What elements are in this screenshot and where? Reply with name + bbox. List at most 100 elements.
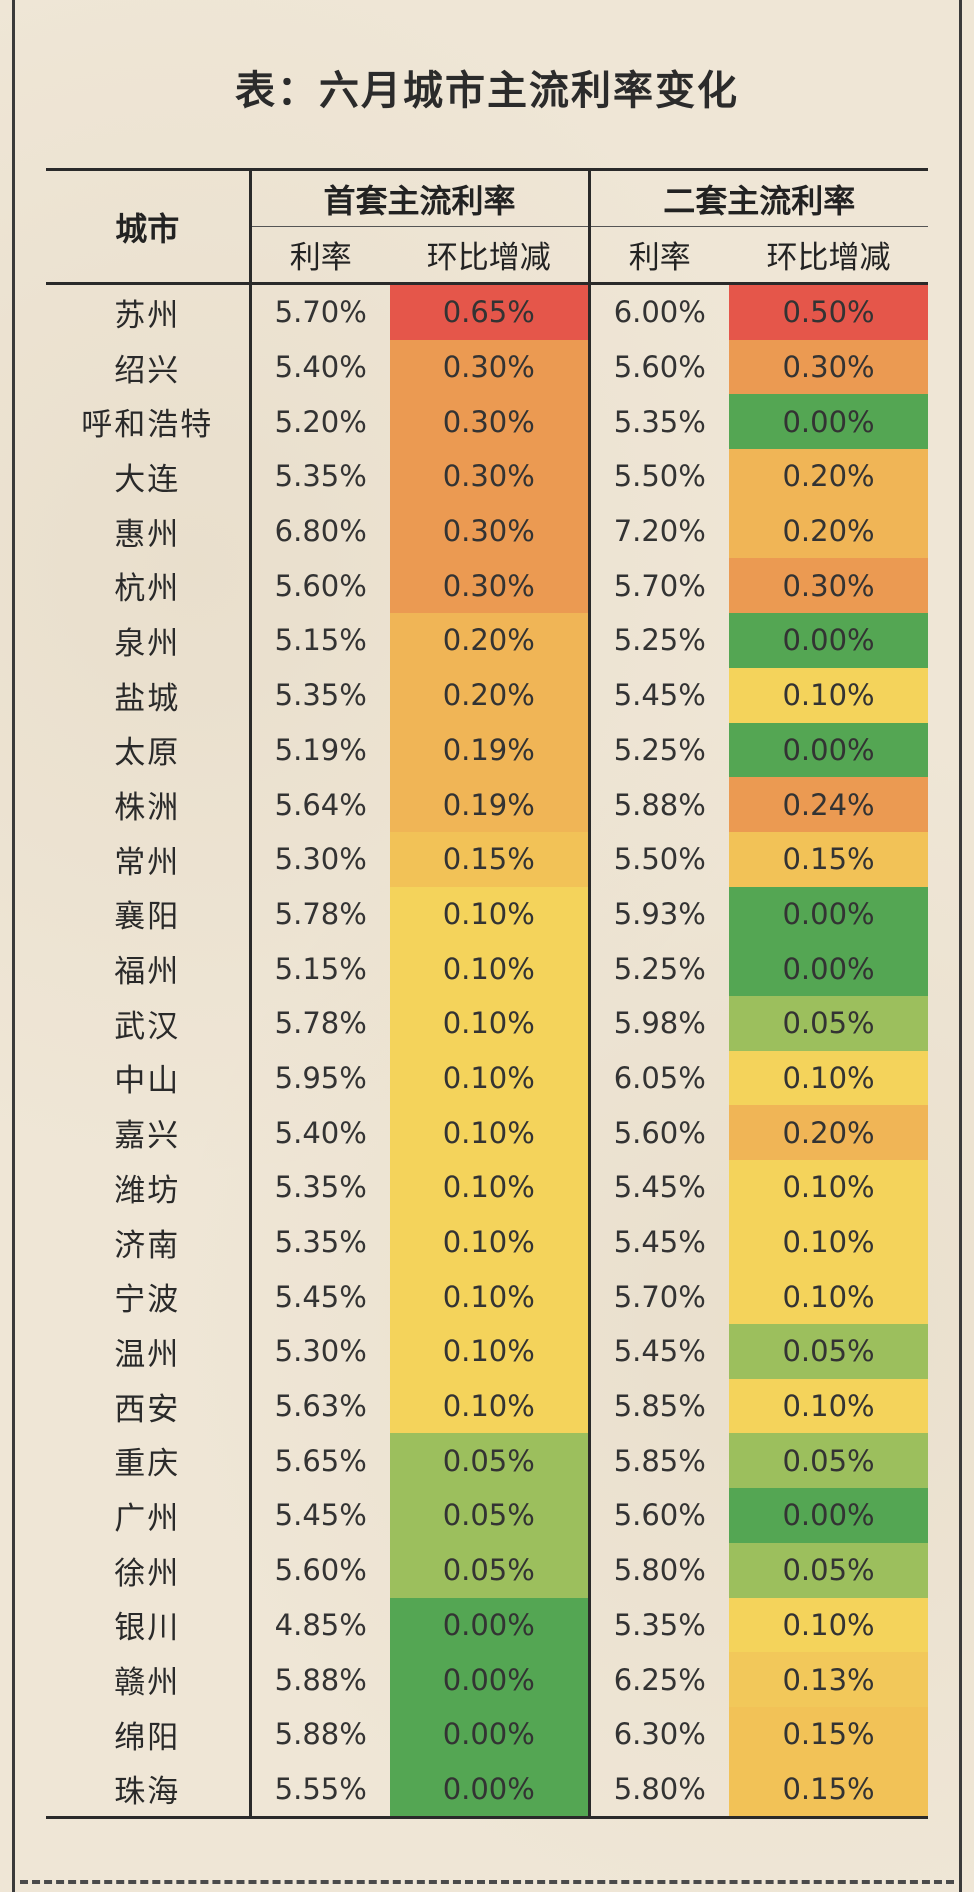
city-column-header: 城市 bbox=[46, 168, 252, 285]
city-cell: 银川 bbox=[46, 1597, 252, 1653]
rate-table-container: 城市 首套主流利率 二套主流利率 利率 环比增减 利率 环比增减 苏州 5.70%… bbox=[46, 168, 929, 1820]
first-home-group-header: 首套主流利率 bbox=[250, 168, 591, 227]
first-rate-cell: 5.60% bbox=[274, 568, 367, 603]
first-change-cell: 0.10% bbox=[390, 1324, 591, 1379]
city-cell: 福州 bbox=[46, 941, 252, 996]
first-rate-cell: 5.63% bbox=[274, 1389, 367, 1424]
second-change-cell: 0.13% bbox=[729, 1652, 929, 1707]
second-rate-cell: 5.93% bbox=[613, 896, 706, 931]
first-change-cell: 0.30% bbox=[390, 558, 591, 614]
first-rate-cell: 5.60% bbox=[274, 1553, 367, 1588]
second-rate-cell: 5.80% bbox=[613, 1553, 706, 1588]
first-rate-cell: 5.15% bbox=[274, 951, 367, 986]
second-change-cell: 0.00% bbox=[729, 394, 929, 450]
table-row: 大连 5.35% 0.30% 5.50% 0.20% bbox=[46, 449, 929, 504]
table-row: 嘉兴 5.40% 0.10% 5.60% 0.20% bbox=[46, 1105, 929, 1160]
table-row: 株洲 5.64% 0.19% 5.88% 0.24% bbox=[46, 777, 929, 832]
second-rate-cell: 5.45% bbox=[613, 1170, 706, 1205]
second-home-group-header: 二套主流利率 bbox=[589, 168, 929, 227]
first-change-cell: 0.05% bbox=[390, 1433, 591, 1489]
city-cell: 惠州 bbox=[46, 503, 252, 559]
first-change-cell: 0.15% bbox=[390, 831, 591, 887]
second-rate-cell: 6.25% bbox=[613, 1662, 706, 1697]
second-rate-cell: 6.05% bbox=[613, 1060, 706, 1095]
table-row: 银川 4.85% 0.00% 5.35% 0.10% bbox=[46, 1597, 929, 1653]
second-rate-cell: 5.85% bbox=[613, 1389, 706, 1424]
second-change-cell: 0.10% bbox=[729, 1050, 929, 1106]
table-row: 温州 5.30% 0.10% 5.45% 0.05% bbox=[46, 1324, 929, 1379]
table-row: 赣州 5.88% 0.00% 6.25% 0.13% bbox=[46, 1652, 929, 1707]
second-rate-cell: 5.50% bbox=[613, 459, 706, 494]
second-change-cell: 0.05% bbox=[729, 1433, 929, 1489]
second-change-cell: 0.15% bbox=[729, 1761, 929, 1820]
first-rate-cell: 5.19% bbox=[274, 732, 367, 767]
first-rate-cell: 5.20% bbox=[274, 404, 367, 439]
second-rate-cell: 5.60% bbox=[613, 1498, 706, 1533]
table-row: 惠州 6.80% 0.30% 7.20% 0.20% bbox=[46, 503, 929, 559]
second-change-cell: 0.10% bbox=[729, 667, 929, 723]
first-change-cell: 0.20% bbox=[390, 667, 591, 723]
second-rate-cell: 5.45% bbox=[613, 678, 706, 713]
second-rate-cell: 5.35% bbox=[613, 404, 706, 439]
second-change-cell: 0.00% bbox=[729, 1488, 929, 1543]
second-change-cell: 0.10% bbox=[729, 1214, 929, 1270]
second-rate-cell: 5.70% bbox=[613, 1279, 706, 1314]
second-change-cell: 0.15% bbox=[729, 1706, 929, 1762]
first-change-cell: 0.30% bbox=[390, 394, 591, 450]
first-rate-cell: 5.78% bbox=[274, 1006, 367, 1041]
second-rate-cell: 5.98% bbox=[613, 1006, 706, 1041]
table-row: 武汉 5.78% 0.10% 5.98% 0.05% bbox=[46, 995, 929, 1051]
table-row: 绵阳 5.88% 0.00% 6.30% 0.15% bbox=[46, 1706, 929, 1762]
second-rate-cell: 5.25% bbox=[613, 623, 706, 658]
second-change-cell: 0.05% bbox=[729, 1542, 929, 1598]
second-change-cell: 0.00% bbox=[729, 722, 929, 778]
city-cell: 太原 bbox=[46, 722, 252, 778]
first-change-cell: 0.19% bbox=[390, 777, 591, 832]
second-change-cell: 0.24% bbox=[729, 777, 929, 832]
first-rate-cell: 5.88% bbox=[274, 1717, 367, 1752]
bottom-dashed-border bbox=[20, 1880, 954, 1884]
second-change-cell: 0.30% bbox=[729, 339, 929, 395]
table-row: 潍坊 5.35% 0.10% 5.45% 0.10% bbox=[46, 1160, 929, 1215]
city-cell: 呼和浩特 bbox=[46, 394, 252, 450]
header-row-groups: 城市 首套主流利率 二套主流利率 bbox=[46, 168, 929, 285]
second-rate-cell: 5.80% bbox=[589, 1761, 730, 1820]
first-change-cell: 0.10% bbox=[390, 1105, 591, 1160]
table-row: 西安 5.63% 0.10% 5.85% 0.10% bbox=[46, 1378, 929, 1434]
city-cell: 苏州 bbox=[46, 283, 252, 340]
second-rate-cell: 5.45% bbox=[613, 1225, 706, 1260]
first-rate-cell: 4.85% bbox=[274, 1607, 367, 1642]
second-rate-cell: 5.60% bbox=[613, 350, 706, 385]
table-row: 泉州 5.15% 0.20% 5.25% 0.00% bbox=[46, 613, 929, 668]
table-row: 宁波 5.45% 0.10% 5.70% 0.10% bbox=[46, 1269, 929, 1325]
city-cell: 宁波 bbox=[46, 1269, 252, 1325]
table-row: 襄阳 5.78% 0.10% 5.93% 0.00% bbox=[46, 886, 929, 942]
second-rate-cell: 6.00% bbox=[613, 295, 706, 330]
second-rate-cell: 5.85% bbox=[613, 1443, 706, 1478]
second-change-cell: 0.10% bbox=[729, 1597, 929, 1653]
city-cell: 武汉 bbox=[46, 995, 252, 1051]
first-change-cell: 0.30% bbox=[390, 503, 591, 559]
table-body: 苏州 5.70% 0.65% 6.00% 0.50% 绍兴 5.40% 0.30% 5.60% 0… bbox=[46, 283, 929, 1820]
table-row: 中山 5.95% 0.10% 6.05% 0.10% bbox=[46, 1050, 929, 1106]
city-cell: 常州 bbox=[46, 831, 252, 887]
city-cell: 潍坊 bbox=[46, 1160, 252, 1215]
first-rate-cell: 5.65% bbox=[274, 1443, 367, 1478]
second-change-cell: 0.05% bbox=[729, 995, 929, 1051]
second-change-cell: 0.30% bbox=[729, 558, 929, 614]
first-change-cell: 0.10% bbox=[390, 1050, 591, 1106]
second-rate-cell: 6.30% bbox=[613, 1717, 706, 1752]
second-rate-cell: 5.50% bbox=[613, 842, 706, 877]
second-change-cell: 0.00% bbox=[729, 941, 929, 996]
first-rate-cell: 5.45% bbox=[274, 1279, 367, 1314]
first-rate-cell: 5.40% bbox=[274, 350, 367, 385]
first-rate-cell: 5.35% bbox=[274, 1225, 367, 1260]
first-rate-cell: 5.30% bbox=[274, 842, 367, 877]
city-cell: 济南 bbox=[46, 1214, 252, 1270]
second-change-cell: 0.15% bbox=[729, 831, 929, 887]
city-cell: 襄阳 bbox=[46, 886, 252, 942]
second-rate-cell: 5.25% bbox=[613, 951, 706, 986]
table-row: 重庆 5.65% 0.05% 5.85% 0.05% bbox=[46, 1433, 929, 1489]
second-change-cell: 0.10% bbox=[729, 1378, 929, 1434]
second-change-cell: 0.20% bbox=[729, 449, 929, 504]
